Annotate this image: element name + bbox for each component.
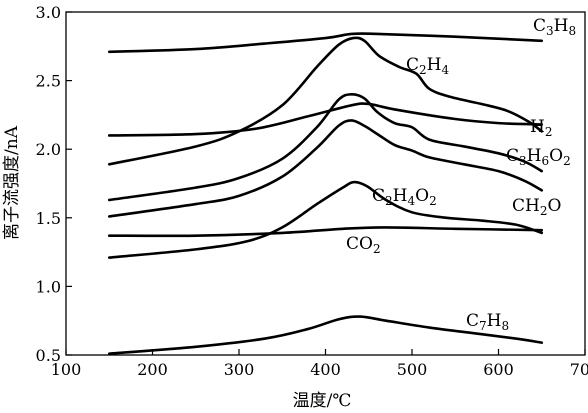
x-tick-label: 100 — [51, 360, 82, 379]
series-line-h2 — [107, 102, 544, 137]
series-line-c2h4o2 — [107, 180, 544, 259]
x-tick-label: 400 — [310, 360, 341, 379]
y-tick-label: 0.5 — [36, 346, 61, 365]
series-label-h2: H2 — [530, 117, 552, 139]
series-line-c3h6o2 — [107, 93, 544, 202]
y-tick-label: 1.5 — [36, 209, 61, 228]
x-tick-label: 700 — [570, 360, 588, 379]
series-label-c2h4: C2H4 — [406, 55, 449, 77]
series-label-c3h8: C3H8 — [533, 16, 576, 38]
y-tick-label: 2.5 — [36, 72, 61, 91]
x-axis-label: 温度/℃ — [293, 391, 352, 411]
x-tick-label: 300 — [224, 360, 255, 379]
series-labels: C3H8 C2H4 H2 C3H6O2 CH2O C2H4O2 CO2 C7H8 — [346, 16, 576, 333]
y-tick-label: 2.0 — [36, 140, 61, 159]
series-label-co2: CO2 — [346, 234, 381, 256]
series-line-ch2o — [107, 119, 544, 218]
series-line-c7h8 — [107, 315, 544, 355]
series-lines — [107, 32, 544, 355]
y-tick-label: 3.0 — [36, 3, 61, 22]
x-tick-label: 200 — [137, 360, 168, 379]
series-label-c7h8: C7H8 — [466, 311, 509, 333]
y-tick-label: 1.0 — [36, 277, 61, 296]
x-tick-label: 600 — [483, 360, 514, 379]
axis-ticks: 100 200 300 400 500 600 700 0.5 1.0 1.5 2.0 2.5 3.0 — [36, 3, 588, 379]
plot-frame — [65, 11, 586, 356]
series-label-c3h6o2: C3H6O2 — [506, 146, 571, 168]
series-line-co2 — [107, 226, 544, 238]
series-line-c2h4 — [107, 36, 544, 166]
series-line-c3h8 — [107, 32, 544, 54]
series-label-ch2o: CH2O — [512, 196, 561, 218]
x-tick-label: 500 — [397, 360, 428, 379]
y-axis-label: 离子流强度/nA — [2, 125, 22, 240]
series-label-c2h4o2: C2H4O2 — [372, 186, 437, 208]
